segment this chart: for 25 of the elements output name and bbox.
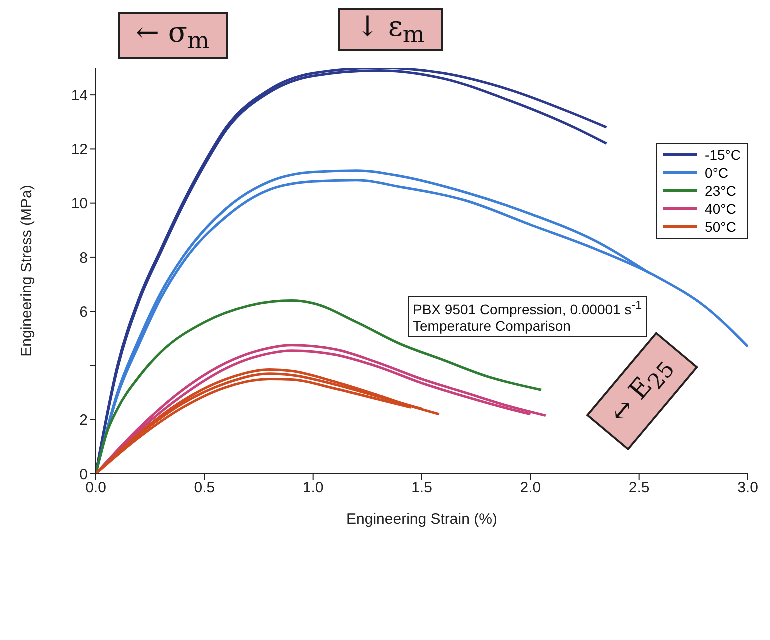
x-tick-label: 2.0 xyxy=(520,480,542,497)
x-axis-title: Engineering Strain (%) xyxy=(346,511,498,528)
legend-label: 0°C xyxy=(705,164,729,182)
x-tick-label: 1.0 xyxy=(302,480,324,497)
y-tick-label: 10 xyxy=(71,196,88,213)
y-tick-label: 6 xyxy=(80,304,88,321)
y-tick-label: 14 xyxy=(71,87,88,104)
y-tick-label: 8 xyxy=(80,250,88,267)
y-tick-label: 12 xyxy=(71,142,88,159)
annotation: PBX 9501 Compression, 0.00001 s$^{-1}$ xyxy=(413,299,642,318)
x-tick-label: 0.0 xyxy=(86,480,106,497)
text: ↓ ε$_{m}$ xyxy=(338,8,443,51)
legend-label: -15°C xyxy=(705,146,741,164)
annotation: Temperature Comparison xyxy=(413,318,572,334)
legend-label: 23°C xyxy=(705,182,736,200)
legend-label: 40°C xyxy=(705,200,736,218)
text: ← σ$_{m}$ xyxy=(118,12,228,59)
y-tick-label: 0 xyxy=(80,466,88,484)
x-tick-label: 0.5 xyxy=(194,480,216,497)
y-tick-label: 2 xyxy=(80,412,88,430)
y-axis-title: Engineering Stress (MPa) xyxy=(18,185,36,357)
x-tick-label: 2.5 xyxy=(628,480,650,497)
x-tick-label: 3.0 xyxy=(738,480,758,497)
x-tick-label: 1.5 xyxy=(412,480,432,497)
legend-label: 50°C xyxy=(705,218,736,236)
